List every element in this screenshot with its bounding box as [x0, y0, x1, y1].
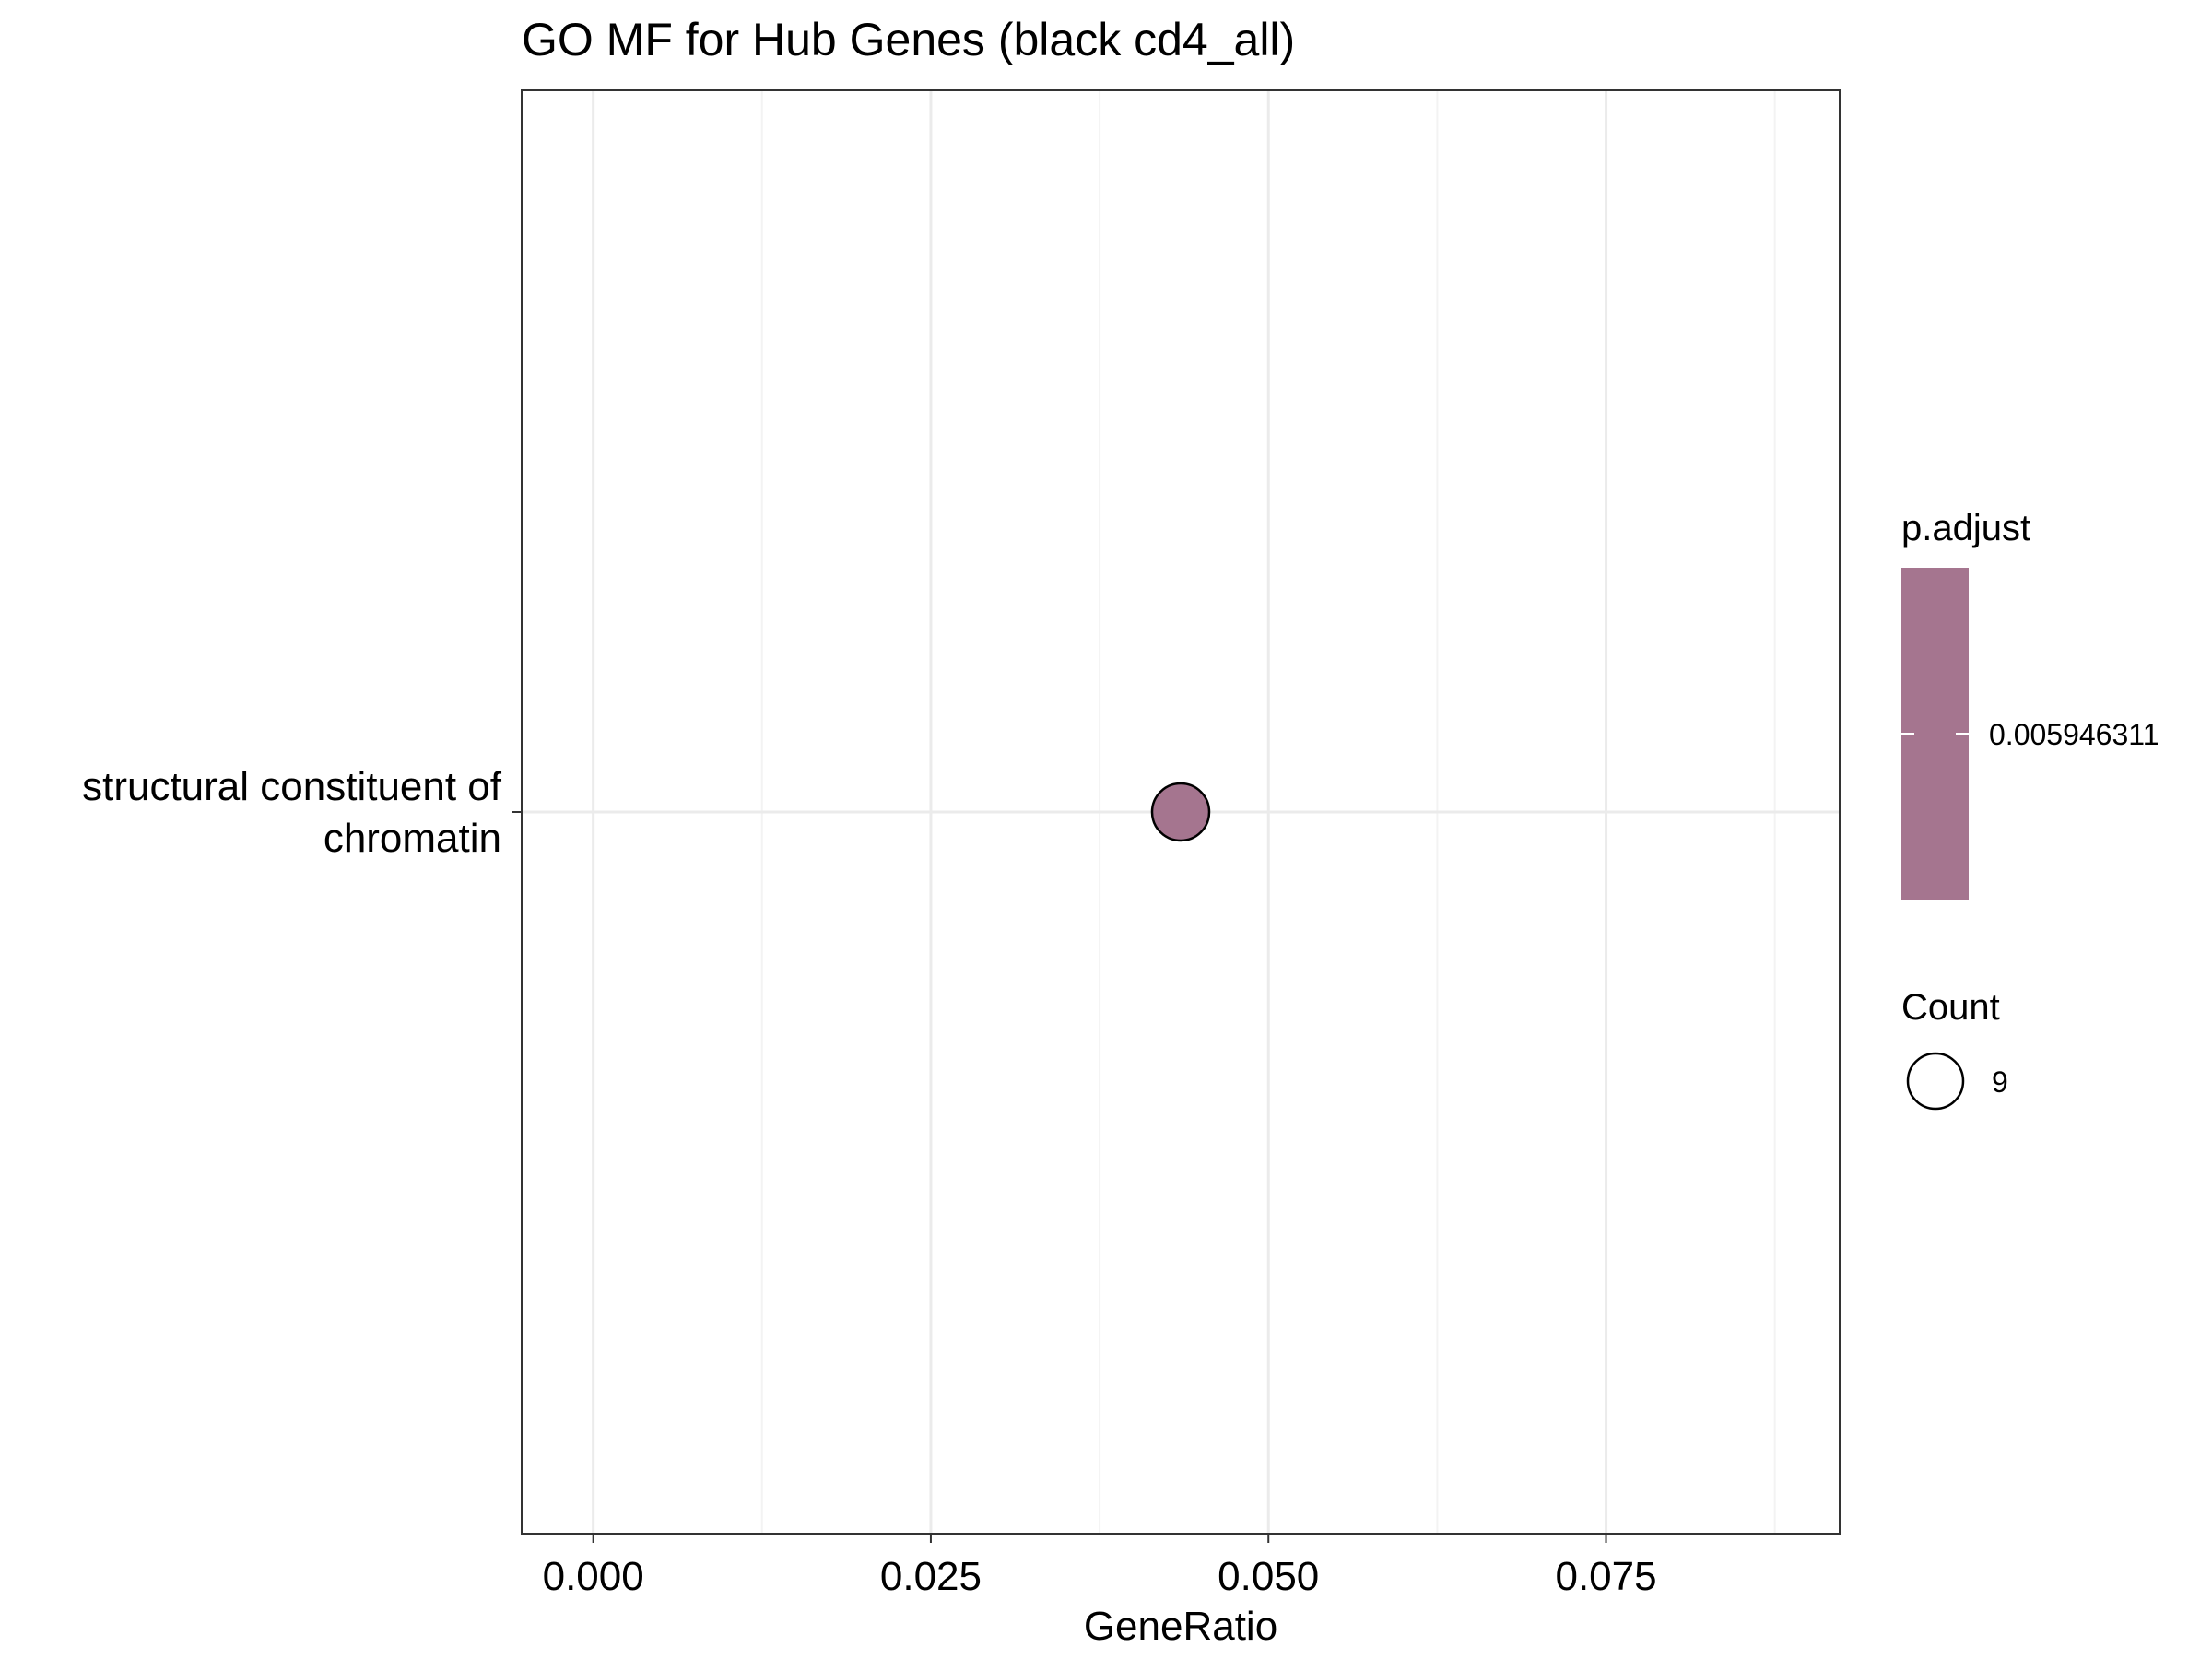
legend-size-title: Count — [1901, 987, 2000, 1028]
x-tick-label-2: 0.050 — [1218, 1554, 1319, 1599]
chart-title: GO MF for Hub Genes (black cd4_all) — [522, 14, 1295, 65]
legend-size-label: 9 — [1992, 1065, 2008, 1099]
legend-color-title: p.adjust — [1901, 508, 2030, 548]
data-point-0 — [1150, 782, 1211, 842]
grid-layer — [522, 90, 1840, 1534]
legend-size-circle — [1906, 1052, 1965, 1111]
x-tick-label-3: 0.075 — [1555, 1554, 1656, 1599]
legend-color-label: 0.005946311 — [1989, 718, 2159, 751]
x-axis: 0.000 0.025 0.050 0.075 — [543, 1534, 1657, 1599]
x-tick-label-0: 0.000 — [543, 1554, 644, 1599]
x-tick-label-1: 0.025 — [880, 1554, 982, 1599]
y-tick-label-0: structural constituent of chromatin — [82, 764, 502, 861]
legend: p.adjust 0.005946311 Count 9 — [1901, 508, 2159, 1111]
points-layer — [1150, 782, 1211, 842]
y-axis: structural constituent of chromatin — [82, 764, 522, 861]
x-axis-title: GeneRatio — [1084, 1604, 1277, 1649]
